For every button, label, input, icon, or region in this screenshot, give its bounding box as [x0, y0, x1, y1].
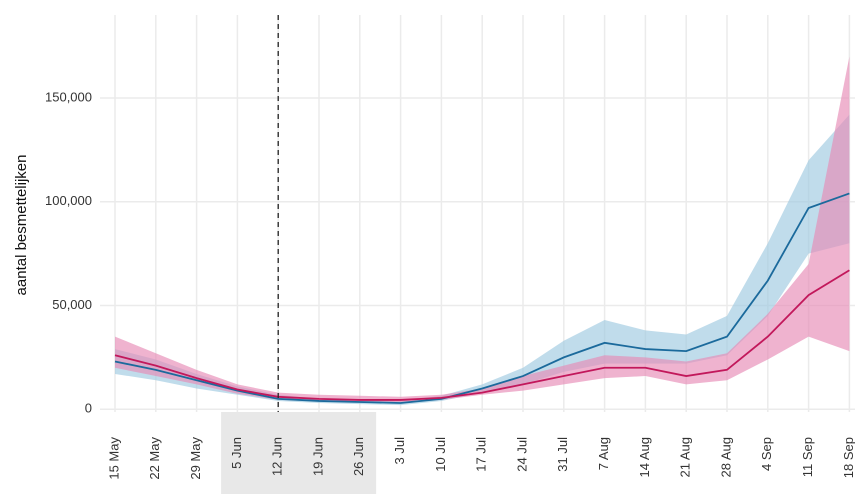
x-tick-label: 4 Sep [759, 437, 774, 471]
x-tick-label: 10 Jul [433, 437, 448, 472]
x-tick-label: 21 Aug [678, 437, 693, 478]
x-tick-label: 26 Jun [351, 437, 366, 476]
x-tick-label: 19 Jun [310, 437, 325, 476]
confidence-band [115, 114, 850, 406]
line [114, 192, 850, 404]
x-tick-label: 31 Jul [555, 437, 570, 472]
x-tick-label: 17 Jul [474, 437, 489, 472]
y-tick-label: 100,000 [45, 193, 92, 208]
x-tick-label: 18 Sep [841, 437, 855, 478]
x-tick-label: 22 May [147, 437, 162, 480]
x-tick-label: 15 May [106, 437, 121, 480]
x-tick-label: 24 Jul [514, 437, 529, 472]
y-axis-label: aantal besmettelijken [13, 155, 30, 296]
line [114, 269, 850, 401]
x-tick-label: 7 Aug [596, 437, 611, 470]
x-tick-label: 29 May [188, 437, 203, 480]
x-tick-label: 11 Sep [800, 437, 815, 477]
y-tick-label: 150,000 [45, 89, 92, 104]
y-tick-label: 50,000 [52, 297, 92, 312]
y-tick-label: 0 [85, 401, 92, 416]
shaded-range [221, 412, 377, 494]
x-tick-label: 28 Aug [718, 437, 733, 478]
x-tick-label: 14 Aug [637, 437, 652, 478]
x-tick-label: 5 Jun [229, 437, 244, 469]
confidence-band [115, 56, 850, 402]
x-tick-label: 12 Jun [270, 437, 285, 476]
x-tick-label: 3 Jul [392, 437, 407, 465]
